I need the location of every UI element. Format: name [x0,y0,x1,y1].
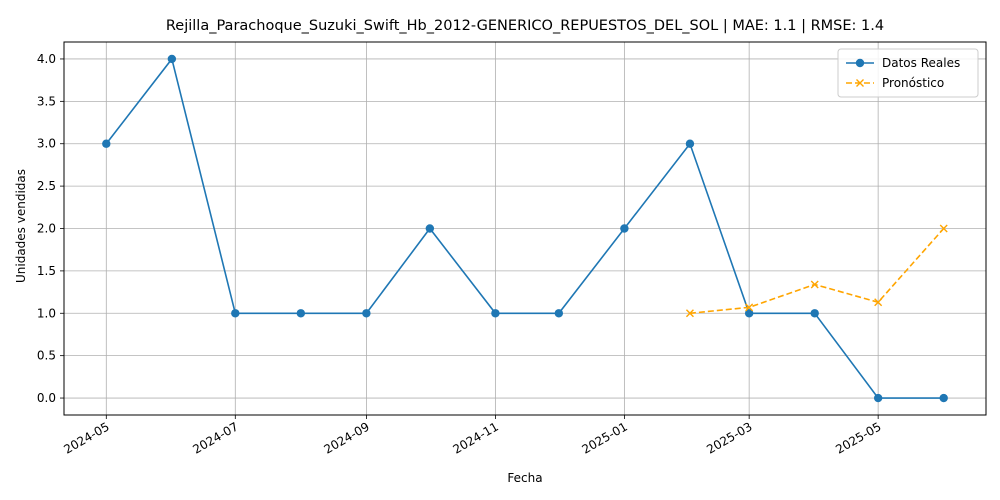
series-layer [102,54,948,403]
legend: Datos Reales Pronóstico [837,48,979,98]
series-forecast [685,224,948,318]
data-point [167,54,177,64]
data-point [939,224,948,233]
data-point [296,309,306,318]
data-point [425,224,435,233]
data-point [744,309,754,318]
y-tick-label: 1.0 [37,306,56,320]
y-tick-label: 0.5 [37,349,56,363]
data-point [620,224,629,233]
legend-label: Pronóstico [882,76,944,90]
data-point [745,303,754,312]
data-point [491,309,500,318]
data-point [685,139,695,148]
data-point [810,309,819,318]
y-axis-label: Unidades vendidas [14,169,28,283]
chart-title: Rejilla_Parachoque_Suzuki_Swift_Hb_2012-… [166,18,884,34]
series-actual [102,54,948,403]
x-axis-label: Fecha [507,471,542,485]
data-point [939,393,948,403]
data-point [362,309,371,318]
data-point [102,139,111,148]
y-tick-label: 1.5 [37,264,56,278]
y-tick-label: 3.0 [37,137,56,151]
y-tick-label: 0.0 [37,391,56,405]
data-point [810,280,819,289]
data-point [685,309,694,318]
data-point [554,309,564,318]
legend-marker [855,58,865,68]
y-tick-label: 2.5 [37,179,56,193]
y-tick-label: 4.0 [37,52,56,66]
data-point [873,393,883,403]
y-axis: 0.0 0.5 1.0 1.5 2.0 2.5 3.0 3.5 4.0 [37,52,64,405]
y-tick-label: 2.0 [37,222,56,236]
legend-box [837,48,979,98]
series-line [105,57,944,399]
data-point [874,298,883,307]
data-point [231,309,240,318]
y-tick-label: 3.5 [37,94,56,108]
legend-item: Datos Reales [846,56,960,70]
legend-marker [856,79,864,87]
legend-item: Pronóstico [846,76,944,90]
legend-label: Datos Reales [882,56,960,70]
